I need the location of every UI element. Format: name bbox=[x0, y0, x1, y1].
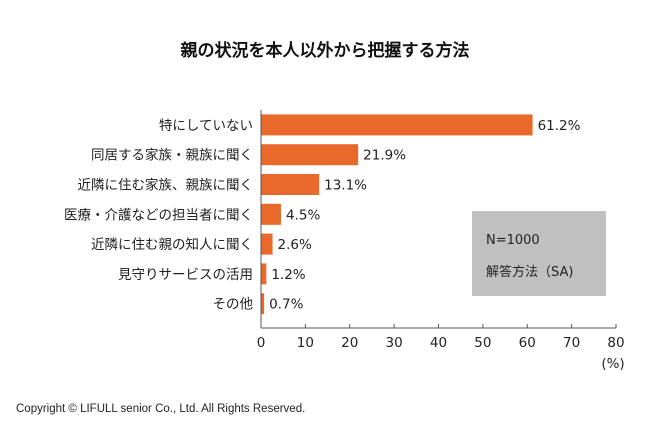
data-label: 1.2% bbox=[271, 267, 305, 283]
bar bbox=[261, 174, 320, 195]
data-label: 21.9% bbox=[363, 148, 406, 164]
x-axis-unit: (%) bbox=[601, 356, 624, 372]
chart-title: 親の状況を本人以外から把握する方法 bbox=[180, 41, 470, 61]
bar bbox=[261, 263, 267, 285]
x-tick-label: 20 bbox=[341, 335, 358, 351]
category-label: 医療・介護などの担当者に聞く bbox=[64, 206, 253, 223]
x-tick-label: 40 bbox=[430, 335, 447, 351]
data-label: 13.1% bbox=[324, 178, 367, 194]
x-tick-label: 50 bbox=[474, 335, 491, 351]
sample-size: N=1000 bbox=[486, 233, 540, 248]
data-label: 2.6% bbox=[278, 237, 312, 253]
data-label: 61.2% bbox=[538, 118, 581, 134]
bar bbox=[261, 114, 533, 136]
bar bbox=[261, 144, 359, 166]
category-label: 近隣に住む家族、親族に聞く bbox=[78, 177, 254, 194]
bar bbox=[261, 293, 265, 315]
x-tick-label: 80 bbox=[607, 335, 624, 351]
answer-method: 解答方法（SA) bbox=[486, 265, 574, 280]
bar bbox=[261, 233, 273, 255]
x-tick-label: 0 bbox=[257, 335, 266, 351]
data-label: 4.5% bbox=[286, 207, 320, 223]
x-tick-label: 30 bbox=[386, 335, 403, 351]
copyright: Copyright © LIFULL senior Co., Ltd. All … bbox=[16, 403, 306, 415]
data-label: 0.7% bbox=[269, 297, 303, 313]
category-label: 見守りサービスの活用 bbox=[118, 267, 253, 283]
category-label: 特にしていない bbox=[159, 118, 253, 134]
sample-note-box: N=1000 解答方法（SA) bbox=[472, 211, 606, 296]
bar bbox=[261, 203, 281, 225]
x-tick-label: 10 bbox=[297, 335, 314, 351]
x-tick-label: 60 bbox=[519, 335, 536, 351]
category-label: 近隣に住む親の知人に聞く bbox=[91, 236, 253, 253]
category-label: その他 bbox=[213, 297, 254, 313]
category-label: 同居する家族・親族に聞く bbox=[91, 147, 253, 164]
x-tick-label: 70 bbox=[563, 335, 580, 351]
